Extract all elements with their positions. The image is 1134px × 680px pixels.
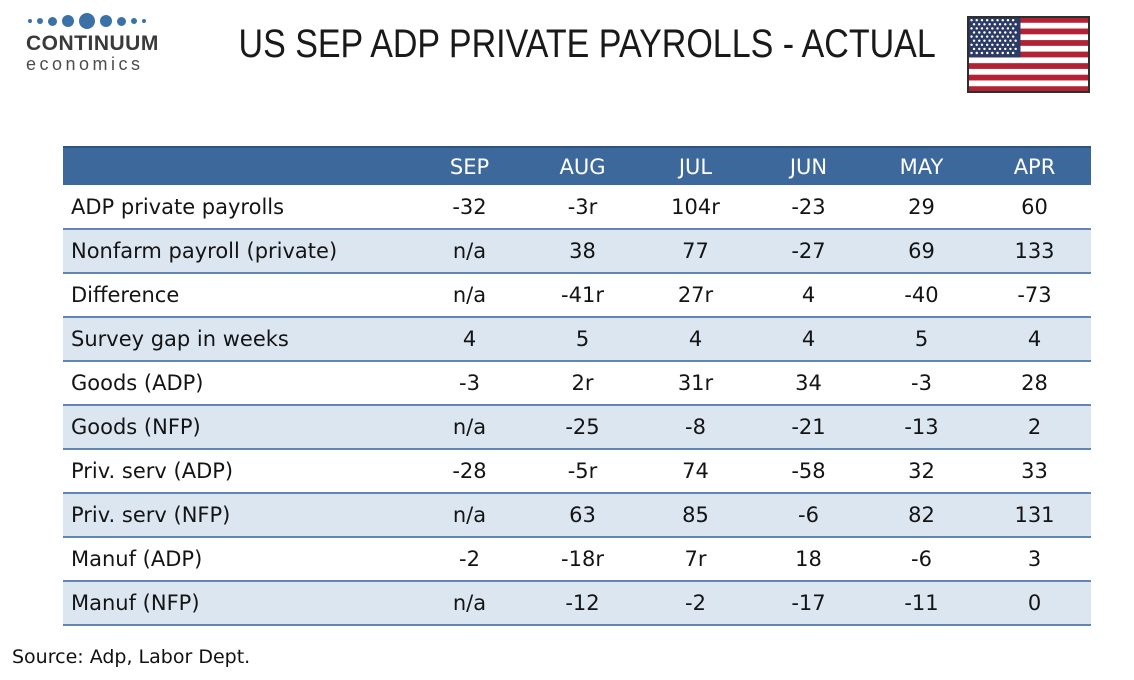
table-cell: -28 [452, 459, 487, 483]
table-cell: 3 [1027, 547, 1042, 571]
table-cell: n/a [452, 239, 487, 263]
table-cell: -13 [904, 415, 939, 439]
table-cell: 77 [682, 239, 709, 263]
brand-subname: economics [26, 54, 144, 75]
row-label: Manuf (ADP) [71, 547, 203, 571]
table-cell: 33 [1021, 459, 1048, 483]
table-row: Difference n/a -41r 27r 4 -40 -73 [63, 273, 1091, 317]
table-row: Goods (NFP) n/a -25 -8 -21 -13 2 [63, 405, 1091, 449]
table-cell: 104r [671, 194, 720, 219]
table-cell: 0 [1027, 591, 1042, 615]
table-cell: 60 [1021, 194, 1048, 219]
table-cell: 2 [1027, 415, 1042, 439]
table-cell: 133 [1014, 239, 1055, 263]
table-cell: -21 [791, 415, 826, 439]
brand-name: CONTINUUM [26, 32, 159, 55]
logo-dots-icon [28, 12, 159, 30]
source-note: Source: Adp, Labor Dept. [12, 646, 251, 668]
table-cell: 28 [1021, 371, 1048, 395]
table-cell: 63 [569, 503, 596, 527]
column-header-may: MAY [899, 154, 944, 179]
row-label: Nonfarm payroll (private) [71, 239, 338, 263]
table-cell: -8 [685, 415, 706, 439]
table-cell: 4 [801, 327, 816, 351]
table-cell: -3 [911, 371, 932, 395]
table-cell: -3 [459, 371, 480, 395]
table-cell: 131 [1014, 503, 1055, 527]
table-cell: 27r [677, 283, 714, 307]
table-cell: -25 [565, 415, 600, 439]
row-label: Goods (NFP) [71, 415, 201, 439]
row-label: Priv. serv (NFP) [71, 503, 231, 527]
table-cell: -58 [791, 459, 826, 483]
table-cell: -6 [798, 503, 819, 527]
table-cell: n/a [452, 415, 487, 439]
table-cell: 18 [795, 547, 822, 571]
table-cell: -2 [459, 547, 480, 571]
table-cell: 2r [571, 371, 594, 395]
row-label: ADP private payrolls [71, 194, 285, 219]
continuum-economics-logo: CONTINUUM economics [26, 12, 159, 75]
table-row: Priv. serv (NFP) n/a 63 85 -6 82 131 [63, 493, 1091, 537]
column-header-apr: APR [1013, 154, 1056, 179]
table-cell: 38 [569, 239, 596, 263]
table-row: Manuf (ADP) -2 -18r 7r 18 -6 3 [63, 537, 1091, 581]
table-cell: n/a [452, 503, 487, 527]
table-cell: 4 [688, 327, 703, 351]
table-cell: 69 [908, 239, 935, 263]
row-label: Difference [71, 283, 180, 307]
row-label-header [63, 147, 413, 185]
table-cell: 85 [682, 503, 709, 527]
table-cell: -73 [1017, 283, 1052, 307]
table-cell: -17 [791, 591, 826, 615]
us-flag-icon [967, 16, 1090, 97]
table-cell: 29 [908, 194, 935, 219]
table-header-row: SEP AUG JUL JUN MAY APR [63, 147, 1091, 185]
table-cell: n/a [452, 591, 487, 615]
table-cell: -12 [565, 591, 600, 615]
table-cell: 7r [684, 547, 707, 571]
table-row: Goods (ADP) -3 2r 31r 34 -3 28 [63, 361, 1091, 405]
table-cell: 5 [575, 327, 590, 351]
table-cell: 4 [462, 327, 477, 351]
table-cell: -40 [904, 283, 939, 307]
table-cell: 5 [914, 327, 929, 351]
table-cell: 4 [1027, 327, 1042, 351]
table-cell: 31r [677, 371, 714, 395]
table-cell: -5r [567, 459, 598, 483]
payrolls-table: SEP AUG JUL JUN MAY APR ADP private payr… [63, 146, 1091, 626]
table-cell: -27 [791, 239, 826, 263]
table-cell: -18r [561, 547, 604, 571]
table-cell: -41r [561, 283, 604, 307]
table-cell: 82 [908, 503, 935, 527]
table-cell: -2 [685, 591, 706, 615]
table-row: Nonfarm payroll (private) n/a 38 77 -27 … [63, 229, 1091, 273]
column-header-aug: AUG [559, 154, 606, 179]
table-cell: 74 [682, 459, 709, 483]
row-label: Survey gap in weeks [71, 327, 289, 351]
table-cell: -11 [904, 591, 939, 615]
page-title: US SEP ADP PRIVATE PAYROLLS - ACTUAL [238, 22, 936, 66]
table-row: Manuf (NFP) n/a -12 -2 -17 -11 0 [63, 581, 1091, 625]
table-cell: -3r [567, 194, 598, 219]
row-label: Priv. serv (ADP) [71, 459, 234, 483]
table-cell: -6 [911, 547, 932, 571]
column-header-jul: JUL [678, 154, 713, 179]
table-cell: 32 [908, 459, 935, 483]
table-cell: 34 [795, 371, 822, 395]
table-row: Priv. serv (ADP) -28 -5r 74 -58 32 33 [63, 449, 1091, 493]
table-cell: 4 [801, 283, 816, 307]
row-label: Goods (ADP) [71, 371, 204, 395]
table-row: Survey gap in weeks 4 5 4 4 5 4 [63, 317, 1091, 361]
column-header-jun: JUN [789, 154, 828, 179]
row-label: Manuf (NFP) [71, 591, 200, 615]
table-cell: n/a [452, 283, 487, 307]
table-cell: -23 [791, 194, 826, 219]
table-cell: -32 [452, 194, 487, 219]
column-header-sep: SEP [449, 154, 490, 179]
table-row: ADP private payrolls -32 -3r 104r -23 29… [63, 185, 1091, 229]
